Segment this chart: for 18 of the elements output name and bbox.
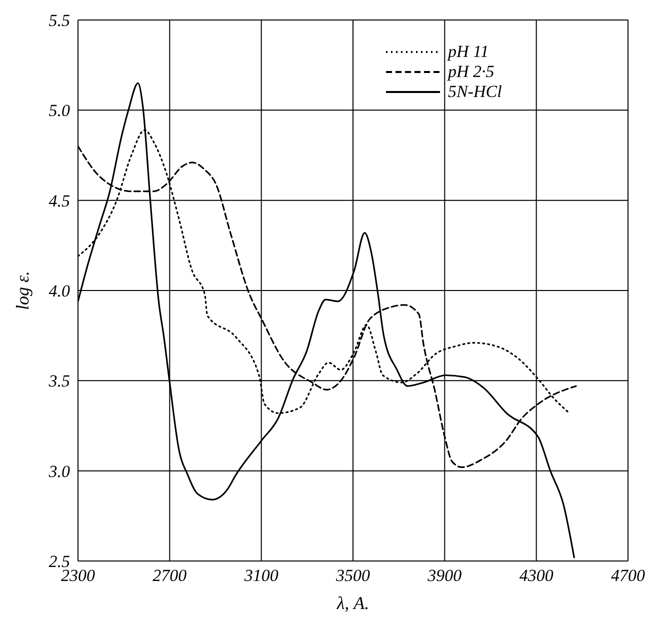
x-tick-label: 2300 <box>61 566 96 586</box>
x-tick-label: 3900 <box>426 566 462 586</box>
y-tick-label: 5.5 <box>48 11 70 30</box>
y-tick-label: 3.0 <box>48 462 70 481</box>
y-axis-title: log ε. <box>12 270 32 310</box>
x-tick-label: 2700 <box>152 566 188 586</box>
x-tick-label: 4300 <box>519 566 554 586</box>
x-tick-label: 3100 <box>243 566 279 586</box>
y-tick-label: 3.5 <box>48 372 70 391</box>
y-tick-label: 4.5 <box>48 191 70 210</box>
x-tick-label: 3500 <box>335 566 370 586</box>
y-tick-label: 5.0 <box>48 101 70 120</box>
legend-label: 5N-HCl <box>448 82 502 102</box>
x-tick-label: 4700 <box>611 566 646 586</box>
legend-label: pH 2·5 <box>448 62 494 82</box>
y-tick-label: 4.0 <box>48 282 70 301</box>
x-axis-title: λ, A. <box>336 593 370 613</box>
legend-label: pH 11 <box>448 42 489 62</box>
